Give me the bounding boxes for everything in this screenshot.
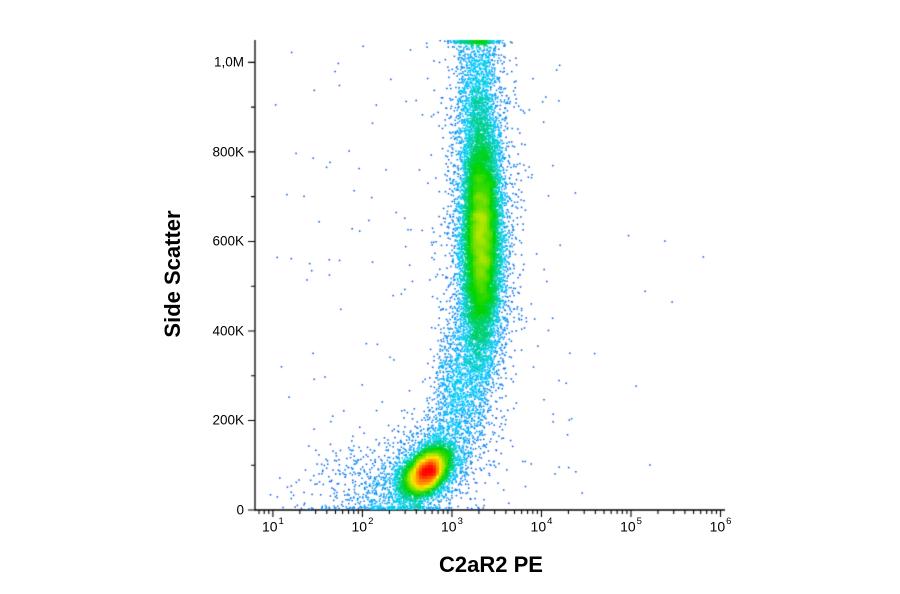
x-tick-label: 102 (351, 516, 374, 535)
x-tick-label: 105 (620, 516, 642, 535)
x-tick-label: 103 (441, 516, 463, 535)
y-tick-label: 800K (212, 144, 244, 160)
x-tick-label: 104 (530, 516, 553, 535)
y-tick-label: 400K (212, 323, 244, 339)
x-tick-label: 106 (709, 516, 732, 535)
y-tick-label: 1,0M (213, 54, 244, 70)
x-axis-label: C2aR2 PE (439, 552, 543, 577)
y-axis-label: Side Scatter (160, 210, 185, 338)
x-tick-label: 101 (261, 516, 284, 535)
y-tick-label: 0 (236, 502, 244, 518)
y-tick-label: 200K (212, 412, 244, 428)
y-tick-label: 600K (212, 233, 244, 249)
